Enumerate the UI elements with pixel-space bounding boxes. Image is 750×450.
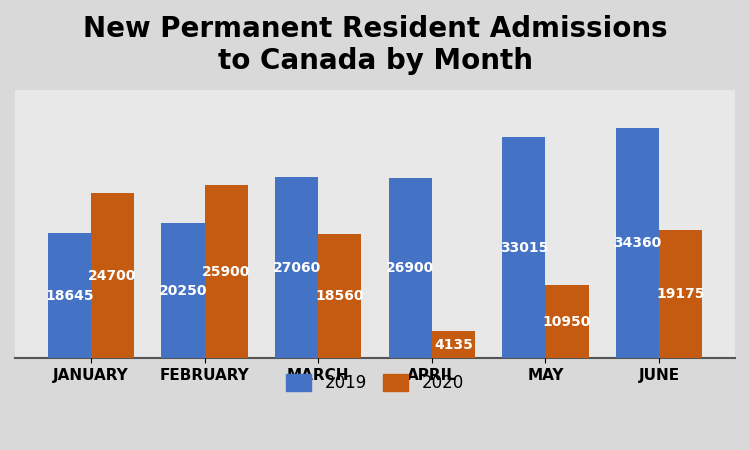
Bar xyxy=(659,230,702,359)
Bar xyxy=(91,193,134,359)
Text: 34360: 34360 xyxy=(614,236,662,250)
Text: 26900: 26900 xyxy=(386,261,434,275)
Text: 20250: 20250 xyxy=(159,284,207,297)
Text: 18560: 18560 xyxy=(316,289,364,303)
Bar xyxy=(616,128,659,359)
Text: 19175: 19175 xyxy=(656,287,705,301)
Text: 33015: 33015 xyxy=(500,241,548,255)
Bar xyxy=(318,234,362,359)
Text: 25900: 25900 xyxy=(202,265,250,279)
Bar xyxy=(388,178,432,359)
Title: New Permanent Resident Admissions
to Canada by Month: New Permanent Resident Admissions to Can… xyxy=(82,15,668,76)
Bar xyxy=(48,234,91,359)
Bar xyxy=(503,137,545,359)
Legend: 2019, 2020: 2019, 2020 xyxy=(280,367,470,398)
Bar xyxy=(275,177,318,359)
Bar xyxy=(205,185,248,359)
Text: 18645: 18645 xyxy=(45,289,94,303)
Text: 24700: 24700 xyxy=(88,269,136,283)
Text: 10950: 10950 xyxy=(543,315,591,329)
Text: 4135: 4135 xyxy=(434,338,472,351)
Bar xyxy=(545,285,589,359)
Bar xyxy=(432,331,475,359)
Text: 27060: 27060 xyxy=(272,261,321,275)
Bar xyxy=(161,223,205,359)
